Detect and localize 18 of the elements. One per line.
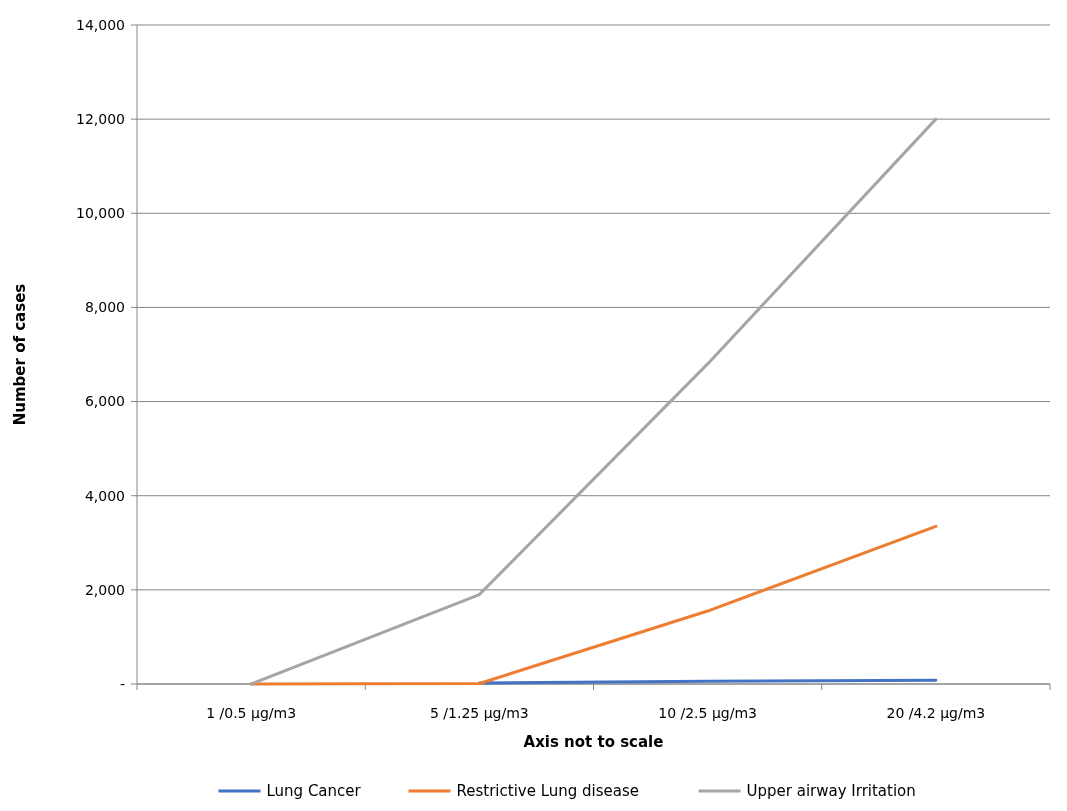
y-tick-label: 12,000 (76, 111, 125, 128)
x-tick-label: 10 /2.5 µg/m3 (658, 705, 758, 721)
legend-label: Lung Cancer (266, 782, 362, 800)
legend-label: Restrictive Lung disease (456, 782, 640, 800)
x-tick-label: 5 /1.25 µg/m3 (429, 705, 529, 721)
y-tick-label: 10,000 (76, 205, 125, 222)
x-tick-label: 1 /0.5 µg/m3 (206, 705, 297, 721)
legend-label: Upper airway Irritation (746, 782, 916, 800)
y-axis-title: Number of cases (11, 283, 29, 426)
y-tick-label: 4,000 (84, 487, 125, 504)
x-axis-title: Axis not to scale (523, 733, 664, 751)
y-tick-label: 14,000 (76, 16, 125, 33)
y-tick-label: - (119, 675, 125, 692)
y-tick-label: 8,000 (84, 299, 125, 316)
y-tick-label: 6,000 (84, 393, 125, 410)
y-tick-label: 2,000 (84, 581, 125, 598)
x-tick-label: 20 /4.2 µg/m3 (886, 705, 986, 721)
line-series (249, 117, 938, 686)
